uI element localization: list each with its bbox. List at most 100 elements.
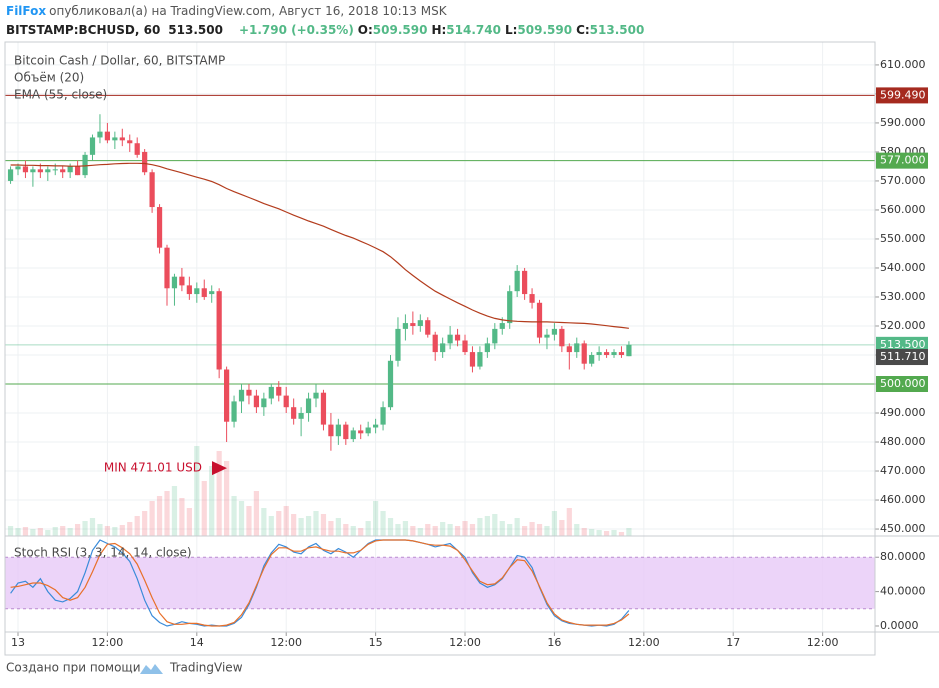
volume-bar <box>454 526 461 536</box>
candle-body <box>112 137 118 141</box>
volume-bar <box>45 530 51 536</box>
candle-body <box>566 346 572 353</box>
author[interactable]: FilFox <box>6 4 46 18</box>
stoch-line <box>10 539 630 627</box>
price: 513.500 <box>168 23 223 37</box>
volume-bar <box>171 486 178 536</box>
volume-bar <box>484 516 490 536</box>
y-tick-label: 470.000 <box>880 464 926 477</box>
volume-bar <box>60 526 66 536</box>
volume-bar <box>410 526 416 536</box>
candle-body <box>380 407 386 425</box>
volume-bar <box>350 526 356 536</box>
volume-bar <box>22 527 29 536</box>
candle-body <box>268 386 274 399</box>
candle-body <box>231 401 237 422</box>
volume-bar <box>574 524 580 536</box>
volume-bar <box>67 528 73 536</box>
volume-bar <box>142 511 148 536</box>
volume-bar <box>112 527 118 536</box>
candle-body <box>454 334 461 341</box>
y-tick-label: 590.000 <box>880 116 926 129</box>
y-tick-label: 480.000 <box>880 435 926 448</box>
volume-bar <box>402 521 409 536</box>
y-tick-label: 0.0000 <box>880 619 919 632</box>
candle-body <box>335 424 341 437</box>
volume-bar <box>365 521 371 536</box>
volume-bar <box>261 508 267 536</box>
candle-body <box>179 276 185 286</box>
volume-bar <box>253 491 260 536</box>
level-label: 500.000 <box>880 377 926 390</box>
y-tick-label: 560.000 <box>880 203 926 216</box>
volume-bar <box>238 501 245 536</box>
volume-bar <box>559 520 565 536</box>
footer-brand[interactable]: TradingView <box>169 661 243 675</box>
volume-bar <box>380 511 386 536</box>
volume-bar <box>30 529 36 536</box>
l-value: 509.590 <box>517 23 572 37</box>
candle-body <box>373 424 379 428</box>
y-tick-label: 540.000 <box>880 261 926 274</box>
candle-body <box>156 207 163 248</box>
candle-body <box>194 288 200 295</box>
volume-bar <box>194 446 200 536</box>
candle-body <box>171 276 178 289</box>
candle-body <box>544 334 550 338</box>
y-tick-label: 520.000 <box>880 319 926 332</box>
candle-body <box>30 169 36 173</box>
candle-body <box>22 166 29 173</box>
header-line: FilFox опубликовал(а) на TradingView.com,… <box>6 4 448 18</box>
volume-bar <box>425 524 431 536</box>
candle-body <box>462 340 468 353</box>
chart-area: 13 12:00 14 12:00 15 12:00 16 12:00 17 12:00 450.0… <box>5 42 928 649</box>
volume-bar <box>119 525 125 536</box>
candle-body <box>52 169 58 171</box>
candle-body <box>611 352 617 355</box>
c-label: C: <box>576 23 590 37</box>
candle-body <box>67 166 73 173</box>
candle-body <box>186 285 192 295</box>
volume-bar <box>74 524 81 536</box>
volume-bar <box>246 506 252 536</box>
marker-label: 511.710 <box>880 350 926 363</box>
candle-body <box>484 343 490 353</box>
volume-bar <box>462 521 468 536</box>
x-tick-label: 15 <box>369 636 383 649</box>
last-price-label: 513.500 <box>880 338 926 351</box>
volume-bar <box>313 511 319 536</box>
volume-bar <box>186 508 192 536</box>
x-tick-label: 16 <box>547 636 561 649</box>
x-tick-label: 13 <box>11 636 25 649</box>
volume-bar <box>529 522 535 536</box>
candle-body <box>246 389 252 396</box>
candle-body <box>97 131 103 138</box>
volume-bar <box>581 528 587 536</box>
candle-body <box>305 398 312 414</box>
candle-body <box>440 343 446 353</box>
candle-body <box>127 140 133 144</box>
symbol-line: BITSTAMP:BCHUSD, 60 513.500 +1.790 (+0.35%… <box>6 23 644 37</box>
ema-legend: EMA (55, close) <box>14 88 107 102</box>
candle-body <box>402 323 409 329</box>
y-tick-label: 550.000 <box>880 232 926 245</box>
candle-body <box>626 344 632 357</box>
y-tick-label: 460.000 <box>880 493 926 506</box>
volume-bar <box>358 528 364 536</box>
candle-body <box>469 352 476 367</box>
candle-body <box>134 143 140 155</box>
candle-body <box>589 354 595 364</box>
candle-body <box>499 323 505 329</box>
volume-bar <box>15 528 21 536</box>
volume-bar <box>82 521 88 536</box>
o-value: 509.590 <box>373 23 428 37</box>
brand-logo[interactable] <box>140 664 163 674</box>
volume-bar <box>52 527 58 536</box>
candle-body <box>276 386 282 396</box>
volume-bar <box>373 501 379 536</box>
volume-bar <box>551 511 558 536</box>
level-label-box <box>876 87 928 104</box>
volume-bar <box>395 524 401 536</box>
x-tick-label: 12:00 <box>92 636 124 649</box>
candle-body <box>320 392 327 425</box>
